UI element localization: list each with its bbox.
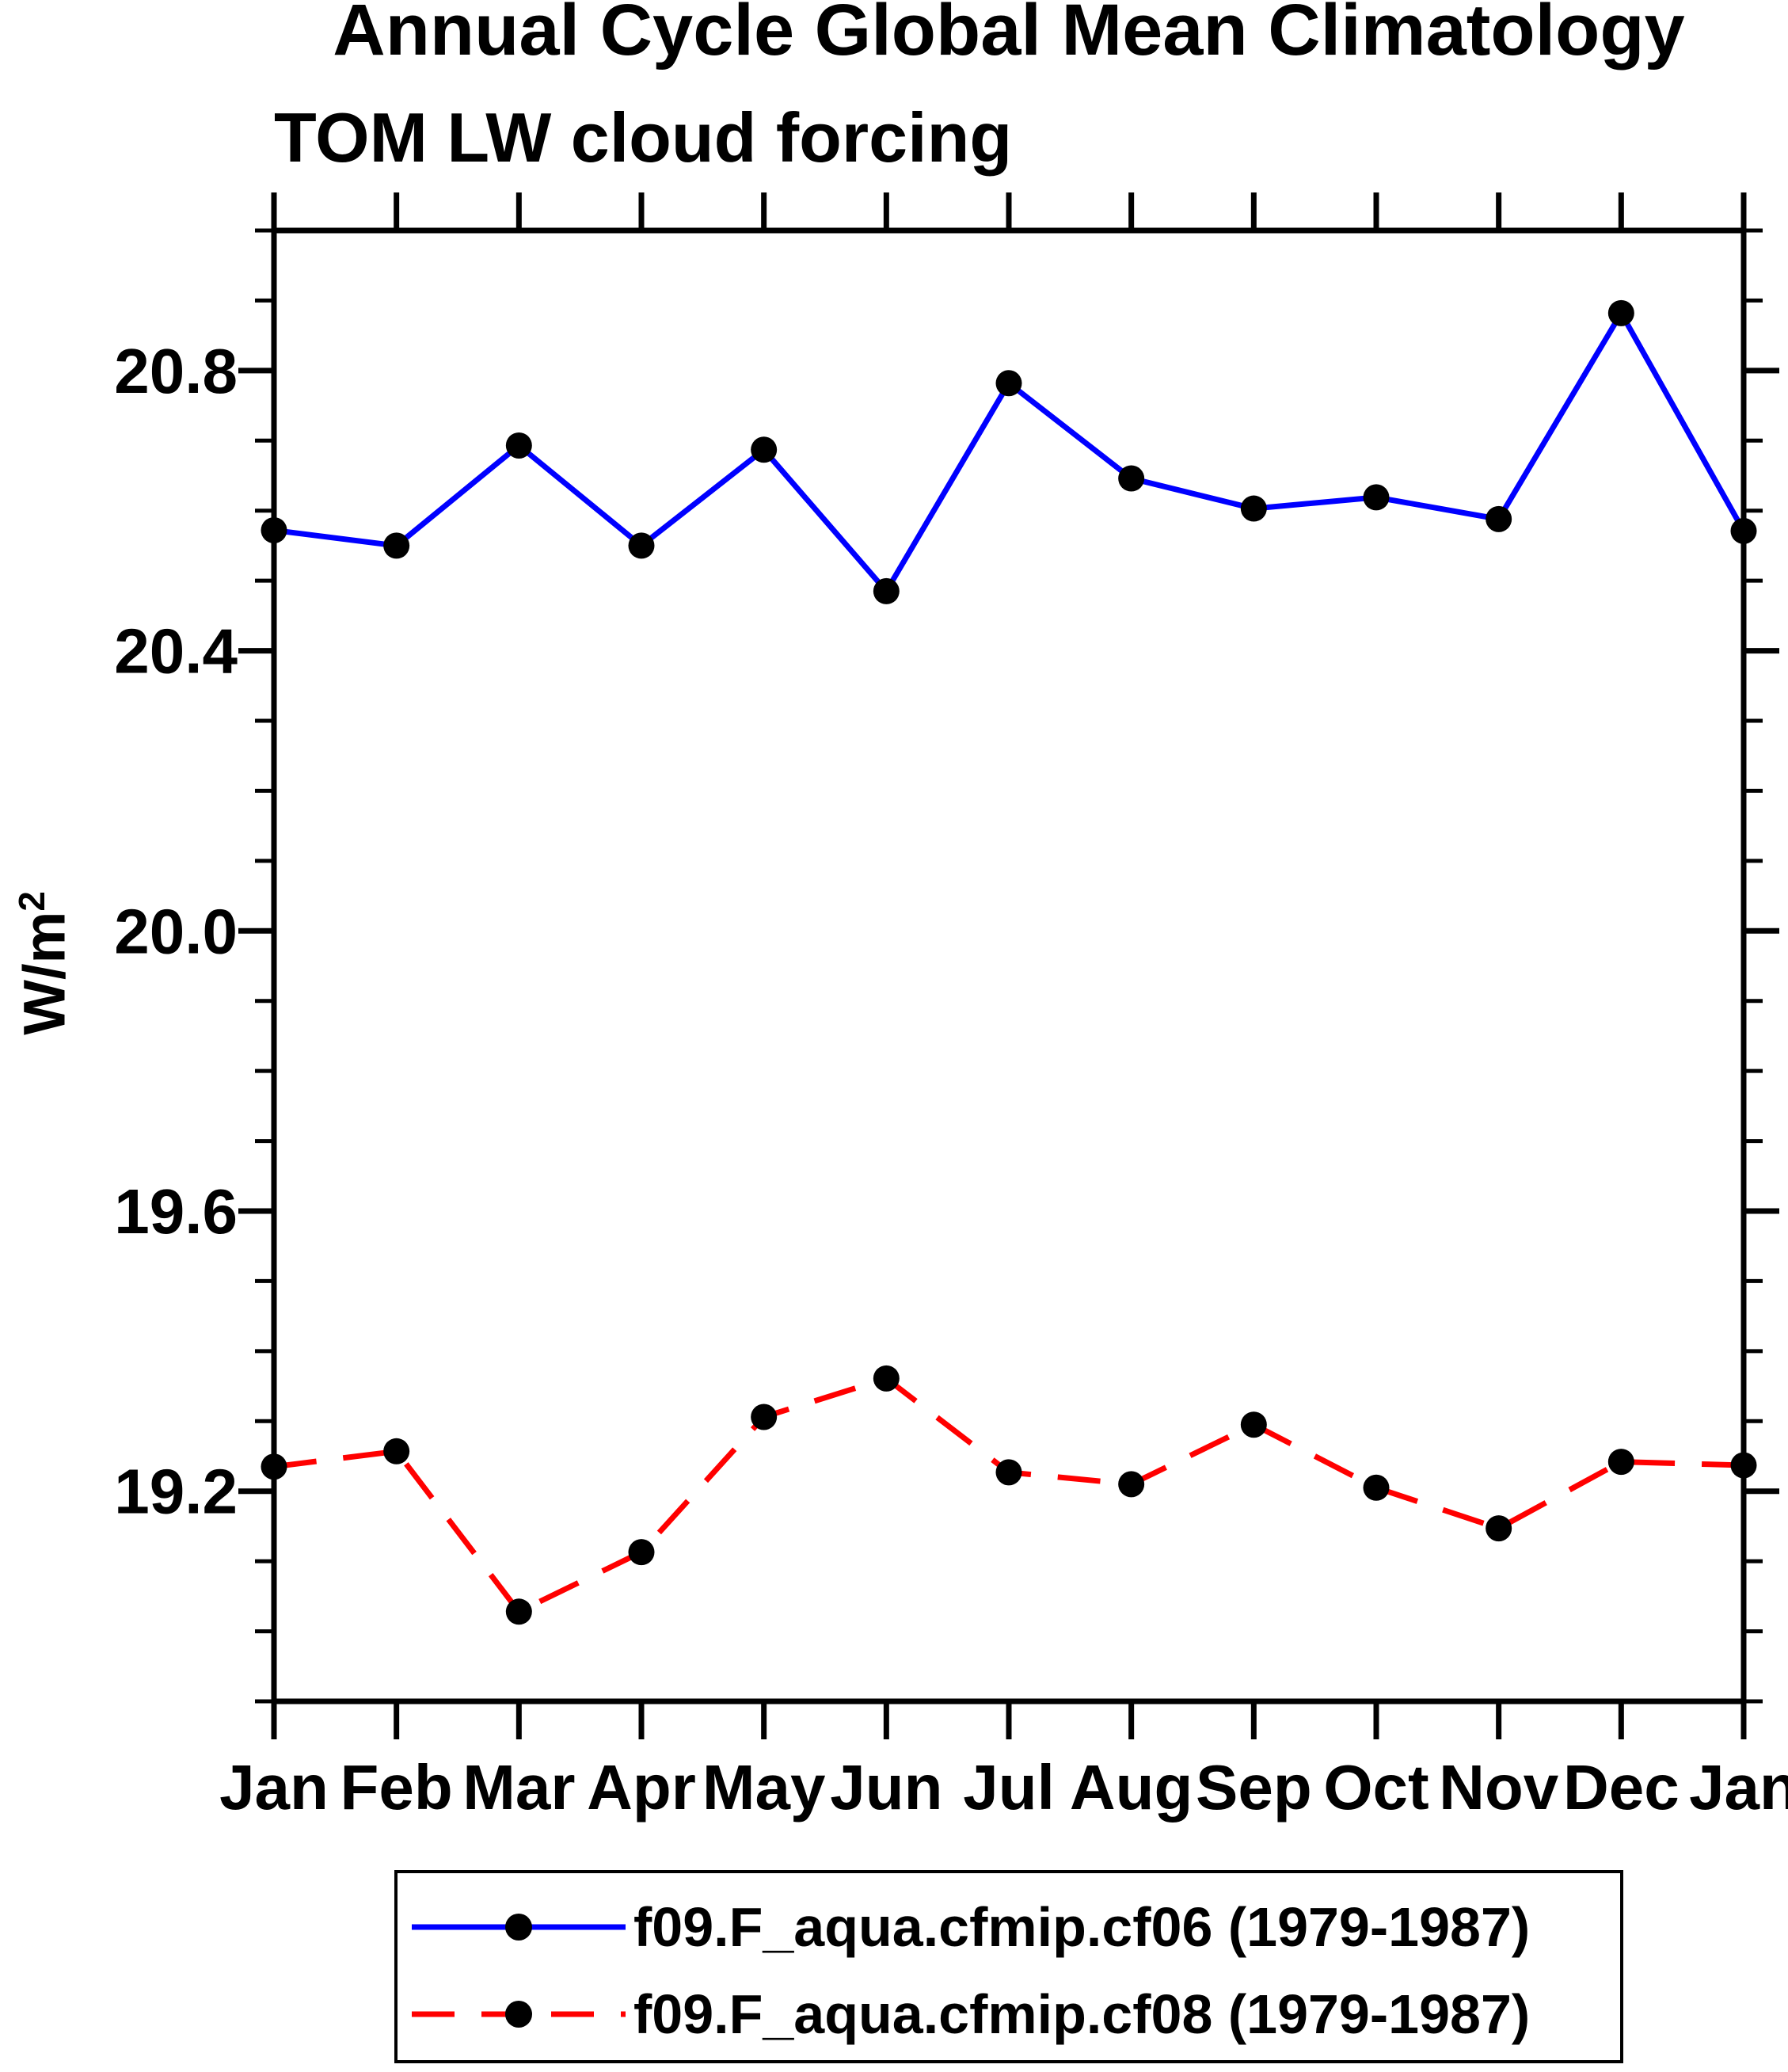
y-axis-tick-label: 19.6	[114, 1176, 238, 1247]
chart-subtitle: TOM LW cloud forcing	[274, 98, 1013, 177]
data-point-marker-cf08	[383, 1438, 410, 1464]
data-point-marker-cf06	[1486, 505, 1512, 532]
data-point-marker-cf08	[1486, 1515, 1512, 1542]
data-point-marker-cf08	[1363, 1474, 1390, 1501]
x-axis-tick-label: Jul	[963, 1752, 1055, 1823]
data-point-marker-cf06	[1118, 465, 1145, 492]
data-point-marker-cf06	[1363, 484, 1390, 511]
data-point-marker-cf08	[873, 1365, 900, 1392]
data-point-marker-cf06	[751, 436, 778, 463]
chart-title: Annual Cycle Global Mean Climatology	[333, 0, 1685, 70]
x-axis-tick-label: Jan	[219, 1752, 329, 1823]
legend-sample-marker	[505, 2001, 532, 2028]
x-axis-tick-label: May	[702, 1752, 826, 1823]
y-axis-tick-label: 20.4	[114, 616, 238, 687]
y-axis-tick-label: 19.2	[114, 1457, 238, 1527]
legend-label-cf06: f09.F_aqua.cfmip.cf06 (1979-1987)	[633, 1896, 1531, 1958]
data-point-marker-cf08	[1607, 1449, 1634, 1476]
legend-sample-marker	[505, 1914, 532, 1941]
x-axis-tick-label: Aug	[1070, 1752, 1193, 1823]
data-point-marker-cf08	[261, 1453, 287, 1480]
data-point-marker-cf06	[995, 370, 1022, 397]
data-point-marker-cf08	[1118, 1471, 1145, 1498]
data-point-marker-cf06	[383, 532, 410, 559]
legend-item-cf08: f09.F_aqua.cfmip.cf08 (1979-1987)	[412, 1982, 1530, 2046]
plot-frame	[271, 227, 1747, 1704]
data-point-marker-cf08	[751, 1404, 778, 1430]
data-point-marker-cf08	[995, 1459, 1022, 1486]
data-point-marker-cf06	[505, 432, 532, 459]
x-axis-tick-label: Nov	[1439, 1752, 1559, 1823]
x-axis-tick-label: Jan	[1689, 1752, 1788, 1823]
y-axis-tick-label: 20.8	[114, 336, 238, 406]
x-axis-tick-label: Jun	[830, 1752, 942, 1823]
data-point-marker-cf06	[261, 516, 287, 543]
data-point-marker-cf08	[1240, 1411, 1267, 1438]
data-point-marker-cf08	[1730, 1452, 1757, 1479]
data-point-marker-cf06	[1607, 299, 1634, 326]
data-point-marker-cf08	[505, 1598, 532, 1625]
series-line-cf06	[273, 307, 1747, 596]
series-line-cf08	[273, 1375, 1744, 1616]
data-point-marker-cf08	[628, 1539, 655, 1566]
y-axis-tick-label: 20.0	[114, 896, 238, 966]
data-point-marker-cf06	[628, 532, 655, 559]
data-point-marker-cf06	[1730, 517, 1757, 544]
x-axis-tick-label: Feb	[340, 1752, 453, 1823]
legend: f09.F_aqua.cfmip.cf06 (1979-1987) f09.F_…	[394, 1870, 1623, 2063]
x-axis-tick-label: Mar	[462, 1752, 575, 1823]
legend-line-cf08-icon	[412, 2001, 626, 2028]
x-axis-tick-label: Oct	[1323, 1752, 1428, 1823]
legend-item-cf06: f09.F_aqua.cfmip.cf06 (1979-1987)	[412, 1895, 1530, 1959]
x-axis-tick-label: Dec	[1563, 1752, 1680, 1823]
legend-label-cf08: f09.F_aqua.cfmip.cf08 (1979-1987)	[633, 1983, 1531, 2045]
x-axis-tick-label: Sep	[1196, 1752, 1312, 1823]
legend-line-cf06-icon	[412, 1914, 626, 1941]
x-axis-tick-label: Apr	[587, 1752, 696, 1823]
data-point-marker-cf06	[1240, 495, 1267, 522]
data-point-marker-cf06	[873, 577, 900, 604]
